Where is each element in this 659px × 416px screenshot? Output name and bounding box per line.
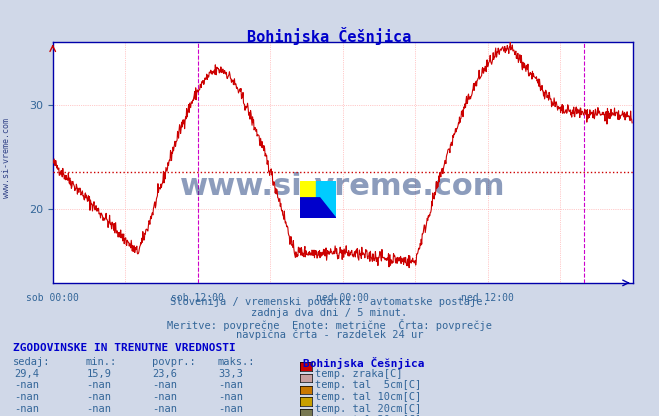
Text: sob 12:00: sob 12:00	[171, 293, 224, 303]
Text: ned 12:00: ned 12:00	[461, 293, 514, 303]
Text: -nan: -nan	[218, 380, 243, 390]
Polygon shape	[316, 181, 336, 218]
Text: povpr.:: povpr.:	[152, 357, 195, 367]
Text: 15,9: 15,9	[86, 369, 111, 379]
Text: min.:: min.:	[86, 357, 117, 367]
Text: sedaj:: sedaj:	[13, 357, 51, 367]
Text: -nan: -nan	[218, 415, 243, 416]
Text: ZGODOVINSKE IN TRENUTNE VREDNOSTI: ZGODOVINSKE IN TRENUTNE VREDNOSTI	[13, 343, 236, 353]
Text: -nan: -nan	[152, 380, 177, 390]
Text: Meritve: povprečne  Enote: metrične  Črta: povprečje: Meritve: povprečne Enote: metrične Črta:…	[167, 319, 492, 331]
Text: -nan: -nan	[14, 380, 39, 390]
Text: -nan: -nan	[14, 415, 39, 416]
Text: www.si-vreme.com: www.si-vreme.com	[2, 118, 11, 198]
Text: -nan: -nan	[86, 380, 111, 390]
Text: -nan: -nan	[152, 392, 177, 402]
Text: temp. zraka[C]: temp. zraka[C]	[315, 369, 403, 379]
Text: zadnja dva dni / 5 minut.: zadnja dva dni / 5 minut.	[251, 308, 408, 318]
Text: maks.:: maks.:	[217, 357, 255, 367]
Text: Slovenija / vremenski podatki - avtomatske postaje.: Slovenija / vremenski podatki - avtomats…	[170, 297, 489, 307]
Text: 29,4: 29,4	[14, 369, 39, 379]
Text: Bohinjska Češnjica: Bohinjska Češnjica	[247, 27, 412, 45]
Text: -nan: -nan	[14, 404, 39, 414]
Text: Bohinjska Češnjica: Bohinjska Češnjica	[303, 357, 424, 369]
Text: temp. tal 20cm[C]: temp. tal 20cm[C]	[315, 404, 421, 414]
Text: -nan: -nan	[14, 392, 39, 402]
Text: ned 00:00: ned 00:00	[316, 293, 369, 303]
Polygon shape	[300, 198, 336, 218]
Text: temp. tal 30cm[C]: temp. tal 30cm[C]	[315, 415, 421, 416]
Text: -nan: -nan	[218, 392, 243, 402]
Text: temp. tal  5cm[C]: temp. tal 5cm[C]	[315, 380, 421, 390]
Text: -nan: -nan	[86, 392, 111, 402]
Text: sob 00:00: sob 00:00	[26, 293, 79, 303]
Text: -nan: -nan	[86, 415, 111, 416]
Text: -nan: -nan	[218, 404, 243, 414]
Text: -nan: -nan	[86, 404, 111, 414]
Text: temp. tal 10cm[C]: temp. tal 10cm[C]	[315, 392, 421, 402]
Text: www.si-vreme.com: www.si-vreme.com	[180, 172, 505, 201]
Text: 23,6: 23,6	[152, 369, 177, 379]
Text: -nan: -nan	[152, 404, 177, 414]
Text: -nan: -nan	[152, 415, 177, 416]
Text: 33,3: 33,3	[218, 369, 243, 379]
Text: navpična črta - razdelek 24 ur: navpična črta - razdelek 24 ur	[236, 330, 423, 340]
